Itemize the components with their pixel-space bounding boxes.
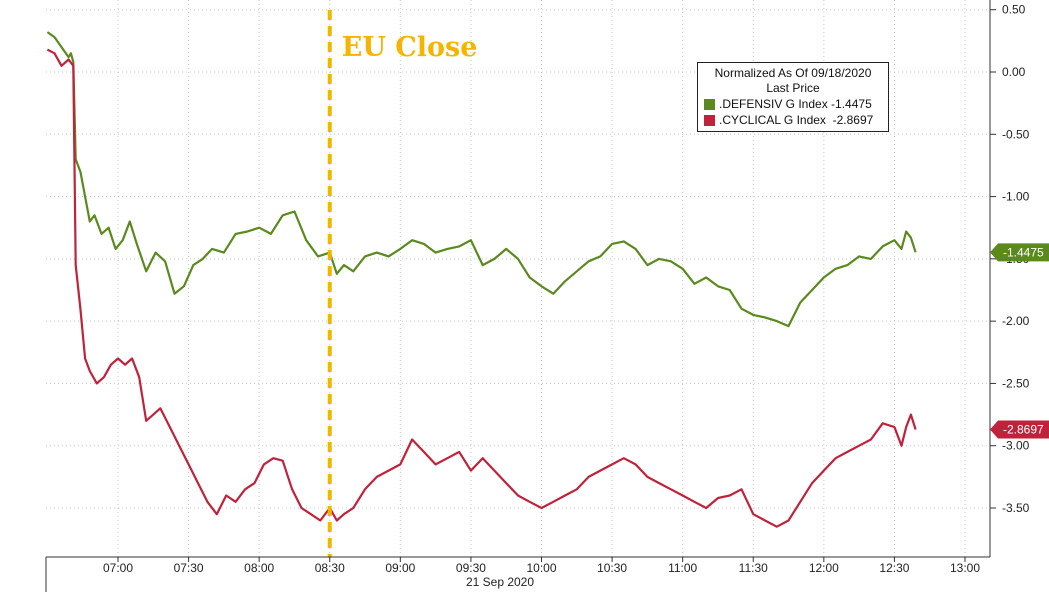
series-line-defensive [46,31,917,328]
y-tick-label: -3.50 [1002,501,1030,515]
last-price-tag-bg [990,420,1049,439]
x-tick-label: 09:00 [385,561,415,575]
y-tick-label: -2.00 [1002,314,1030,328]
last-price-tag-cyclical: -2.8697 [990,420,1049,439]
legend-title: Normalized As Of 09/18/2020 [714,66,872,80]
legend-item-cyclical: .CYCLICAL G Index -2.8697 [704,112,882,128]
x-tick-label: 07:30 [174,561,204,575]
x-tick-label: 09:30 [456,561,486,575]
x-tick-label: 11:30 [739,561,768,575]
legend-value-defensive: -1.4475 [831,97,872,111]
x-tick-label: 13:00 [950,561,980,575]
legend-subtitle: Last Price [766,81,820,95]
y-tick-label: -2.50 [1002,376,1030,390]
x-tick-labels: 07:00 07:30 08:00 08:30 09:00 09:30 10:00 10:30… [103,557,980,575]
eu-close-label: EU Close [342,32,478,63]
y-tick-labels: 0.500.00-0.50-1.00-1.50-2.00-2.50-3.00-3… [990,3,1030,515]
y-tick-label: 0.50 [1002,3,1026,17]
x-axis-date-label: 21 Sep 2020 [466,575,534,589]
x-tick-label: 11:00 [668,561,697,575]
legend-label-cyclical: .CYCLICAL G Index [719,113,826,127]
legend-item-defensive: .DEFENSIV G Index -1.4475 [704,96,882,112]
series-layer [46,31,917,528]
legend-value-cyclical: -2.8697 [832,113,874,127]
y-tick-label: -0.50 [1002,127,1030,141]
last-price-tag-text: -1.4475 [1003,245,1044,259]
legend-swatch-cyclical [704,114,715,126]
legend-swatch-defensive [704,98,715,110]
x-tick-label: 07:00 [103,561,133,575]
legend: Normalized As Of 09/18/2020 Last Price .… [697,62,889,132]
y-tick-label: 0.00 [1002,65,1026,79]
eu-close-annotation: EU Close [327,10,478,557]
x-tick-label: 10:00 [526,561,556,575]
axes [45,0,991,592]
x-tick-label: 12:30 [879,561,909,575]
x-tick-label: 12:00 [809,561,839,575]
last-price-tag-text: -2.8697 [1003,422,1044,436]
last-price-tag-defensive: -1.4475 [990,243,1049,262]
y-tick-label: -3.00 [1002,439,1030,453]
x-tick-label: 10:30 [597,561,627,575]
x-tick-label: 08:30 [315,561,345,575]
x-tick-label: 08:00 [244,561,274,575]
last-price-tag-bg [990,243,1049,262]
last-price-labels: -1.4475 -2.8697 [990,243,1049,439]
legend-label-defensive: .DEFENSIV G Index [719,97,828,111]
series-line-cyclical [46,48,917,528]
y-tick-label: -1.00 [1002,190,1030,204]
